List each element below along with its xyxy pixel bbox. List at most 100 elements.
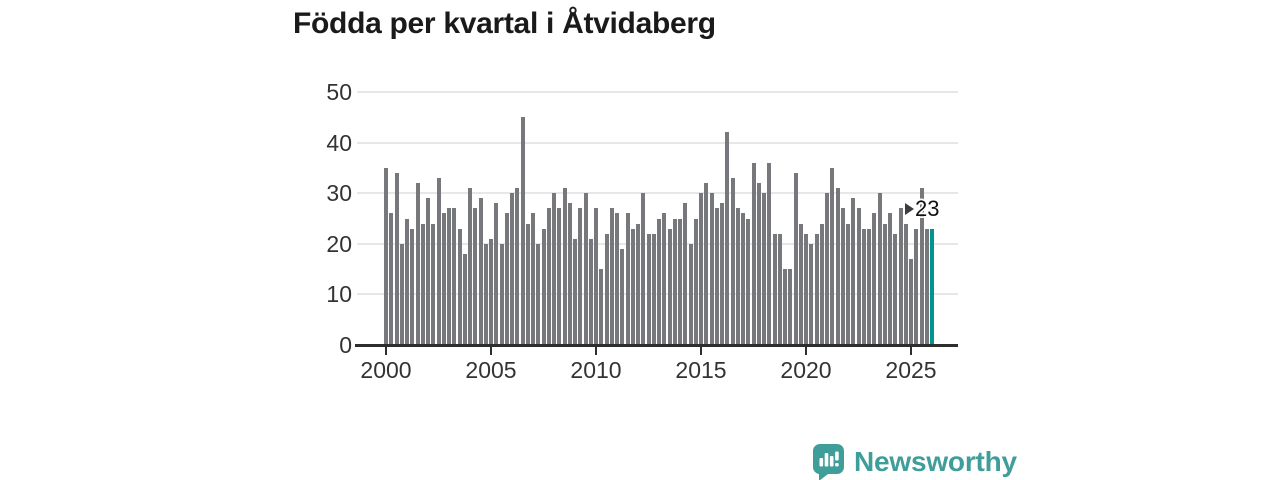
bar [725, 132, 730, 345]
bar [578, 208, 583, 345]
bar [888, 213, 892, 345]
bar [688, 244, 693, 345]
bar [903, 224, 908, 345]
bar [394, 173, 399, 345]
bar [756, 183, 761, 345]
gridline [357, 91, 958, 93]
bar [762, 193, 766, 345]
bar [420, 224, 425, 345]
bar [389, 213, 394, 345]
bar [431, 224, 436, 345]
x-axis-label: 2010 [570, 357, 622, 383]
y-axis-label: 50 [326, 79, 352, 105]
bar [699, 193, 703, 345]
bar [478, 198, 483, 345]
bar [751, 163, 756, 345]
bar [615, 213, 619, 345]
bar [919, 188, 924, 345]
x-axis-tick [805, 347, 807, 355]
bar [672, 219, 677, 345]
bar [441, 213, 446, 345]
chart-title: Födda per kvartal i Åtvidaberg [293, 7, 716, 40]
bar [741, 213, 745, 345]
bar [840, 208, 845, 345]
bar [483, 244, 488, 345]
bar [452, 208, 457, 345]
x-axis-line [355, 344, 958, 347]
bar [462, 254, 467, 345]
y-axis-label: 40 [326, 129, 352, 156]
bar [494, 203, 499, 345]
x-axis-label: 2025 [885, 357, 937, 383]
bar [620, 249, 625, 345]
bar [641, 193, 646, 345]
bar [399, 244, 404, 345]
bar [835, 188, 840, 345]
bar [473, 208, 478, 345]
x-axis-tick [490, 347, 492, 355]
bar [830, 168, 835, 345]
bar [804, 234, 808, 345]
bar [546, 208, 551, 345]
bar [746, 219, 751, 345]
bar [588, 239, 593, 345]
bar [678, 219, 682, 345]
bar [909, 259, 913, 345]
bar [667, 229, 672, 345]
bar [662, 213, 667, 345]
bar [415, 183, 420, 345]
bar [735, 208, 740, 345]
y-axis-label: 30 [326, 180, 352, 207]
last-value-annotation: 23 [905, 198, 939, 220]
bar [809, 244, 814, 345]
x-axis-label: 2015 [675, 357, 727, 383]
bar [651, 234, 656, 345]
bar [447, 208, 451, 345]
bar [877, 193, 882, 345]
bar [646, 234, 651, 345]
bar [562, 188, 567, 345]
bar [772, 234, 777, 345]
bar [609, 208, 614, 345]
bar [436, 178, 441, 345]
bar [898, 208, 903, 345]
bar [693, 219, 698, 345]
bar [489, 239, 493, 345]
bar [720, 203, 724, 345]
bar [914, 229, 919, 345]
x-axis-tick [385, 347, 387, 355]
newsworthy-bubble-chart-icon [812, 443, 845, 480]
bar [583, 193, 588, 345]
bar [657, 219, 661, 345]
y-axis-label: 20 [326, 230, 352, 257]
bar [861, 229, 866, 345]
bar [541, 229, 546, 345]
bar [510, 193, 514, 345]
bar [825, 193, 829, 345]
x-axis-tick [595, 347, 597, 355]
bar [410, 229, 415, 345]
gridline [357, 192, 958, 195]
annotation-pointer-icon [905, 203, 914, 215]
bar [499, 244, 504, 345]
bar [531, 213, 535, 345]
newsworthy-logo[interactable]: Newsworthy [812, 443, 1017, 480]
bar [851, 198, 856, 345]
bar [846, 224, 850, 345]
bar [819, 224, 824, 345]
highlighted-bar [930, 229, 934, 345]
bar [594, 208, 598, 345]
bar [536, 244, 541, 345]
x-axis-label: 2000 [360, 357, 412, 383]
bar [814, 234, 819, 345]
bar [856, 208, 861, 345]
bar [730, 178, 735, 345]
bar [882, 224, 887, 345]
bar [714, 208, 719, 345]
bar [867, 229, 871, 345]
y-axis-label: 10 [326, 281, 352, 308]
bar [426, 198, 430, 345]
bar [636, 224, 640, 345]
bar [599, 269, 604, 345]
